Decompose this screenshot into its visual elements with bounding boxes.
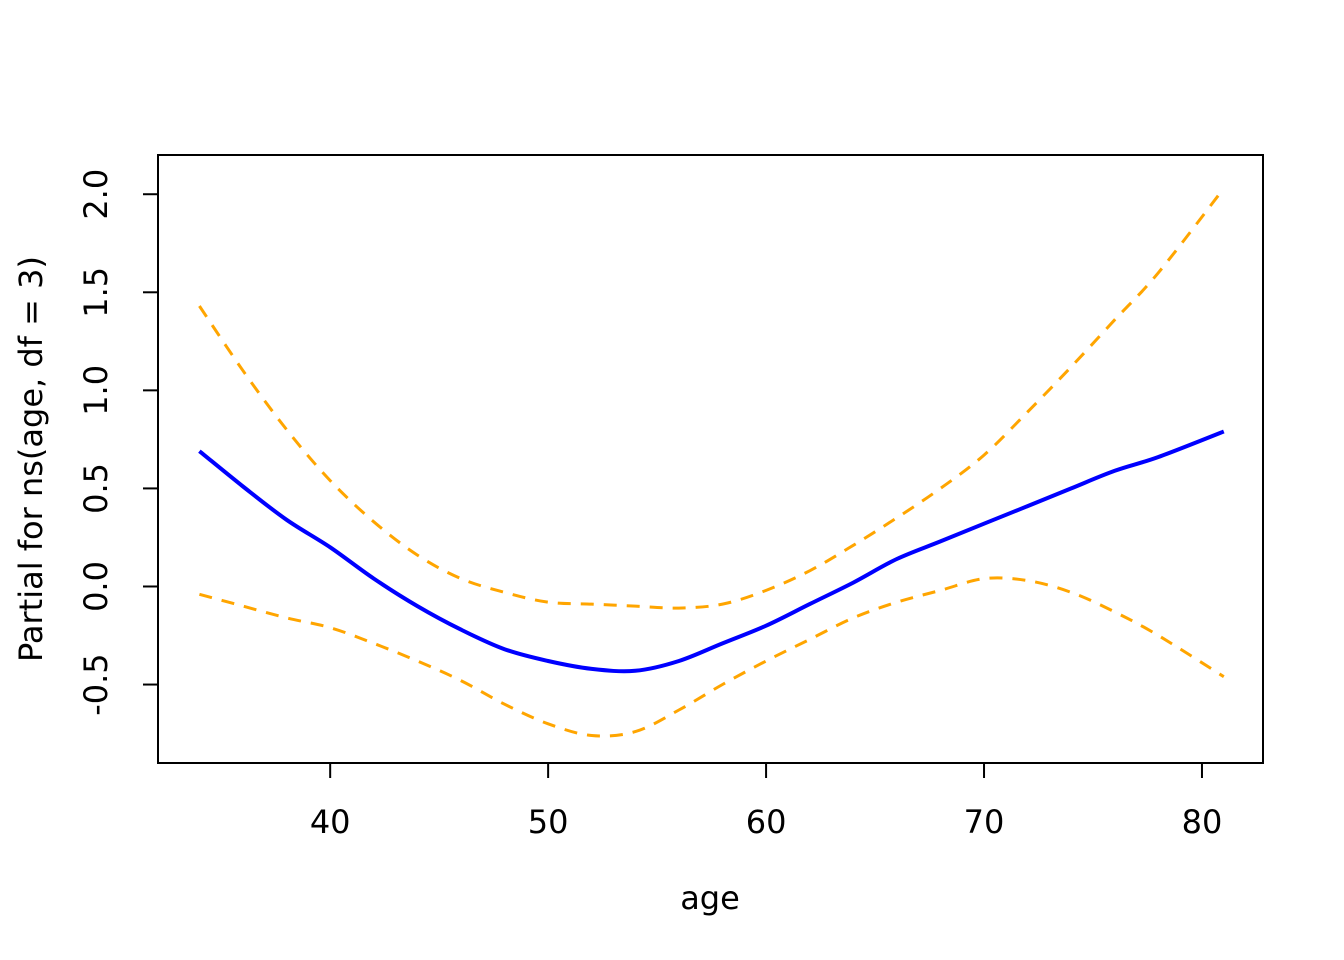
lower-se-band-curve	[199, 576, 1225, 738]
y-axis-ticks	[143, 193, 158, 686]
y-tick-label: 0.5	[77, 463, 115, 514]
x-tick-label: 70	[964, 803, 1005, 841]
y-tick-label: 2.0	[77, 169, 115, 220]
fitted-partial-spline-curve	[198, 429, 1225, 674]
y-axis-tick-labels: -0.5 0.0 0.5 1.0 1.5 2.0	[77, 169, 115, 716]
y-tick-label: 1.0	[77, 365, 115, 416]
y-tick-label: -0.5	[77, 653, 115, 715]
upper-se-band-curve	[198, 187, 1225, 610]
x-tick-label: 50	[528, 803, 569, 841]
x-tick-label: 40	[310, 803, 351, 841]
y-tick-label: 1.5	[77, 267, 115, 318]
x-axis-tick-labels: 40 50 60 70 80	[310, 803, 1223, 841]
x-tick-label: 80	[1182, 803, 1223, 841]
y-tick-label: 0.0	[77, 561, 115, 612]
plot-border	[157, 154, 1264, 764]
x-axis-title: age	[680, 879, 740, 917]
plot-curves	[198, 187, 1225, 738]
x-axis-ticks	[329, 763, 1203, 778]
x-tick-label: 60	[746, 803, 787, 841]
y-axis-title: Partial for ns(age, df = 3)	[12, 256, 50, 662]
